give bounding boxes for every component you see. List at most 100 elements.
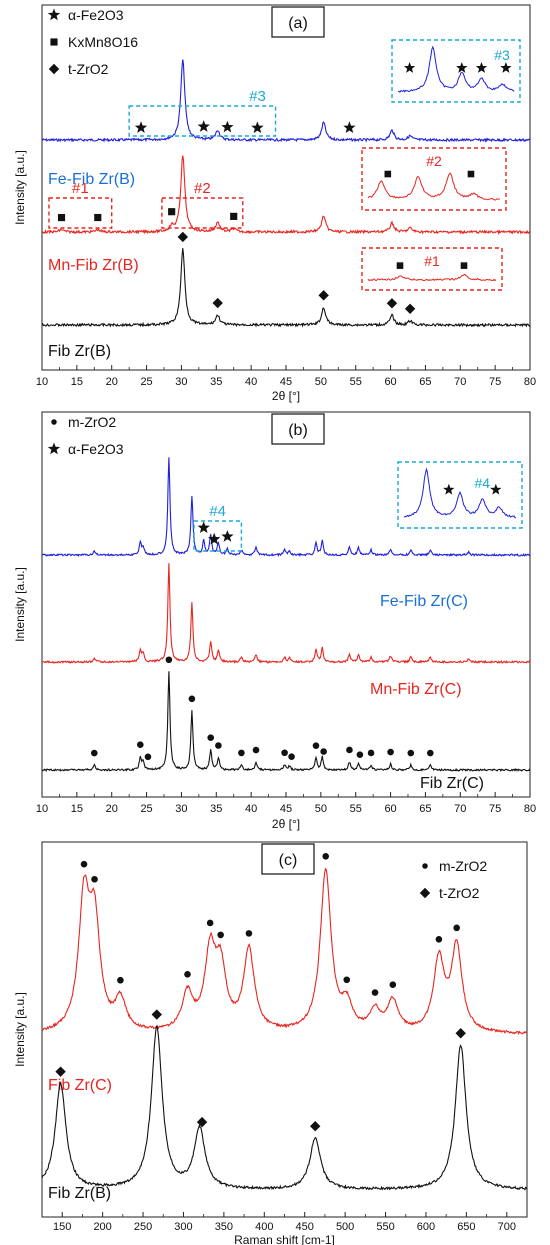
x-tick-label: 80	[524, 803, 536, 815]
circle-marker	[245, 930, 253, 937]
x-tick-label: 25	[140, 803, 152, 815]
legend-label: m-ZrO2	[439, 858, 487, 874]
circle-marker	[165, 656, 173, 664]
series-label: Mn-Fib Zr(C)	[370, 681, 462, 698]
panel-b: (b) 10 15 20 25 30 35 40 45 50 55 60 65 70 75 80 2θ [°] I…	[13, 411, 536, 831]
inset-label: #1	[424, 253, 440, 269]
diamond-marker	[196, 1116, 208, 1128]
x-axis-label: Raman shift [cm-1]	[234, 1233, 335, 1245]
star-marker	[197, 521, 210, 533]
x-tick-label: 55	[350, 803, 362, 815]
diamond-marker	[310, 1120, 321, 1132]
x-tick-label: 50	[315, 376, 327, 388]
x-tick-label: 60	[384, 376, 396, 388]
series-label: Fe-Fib Zr(C)	[380, 593, 468, 610]
inset-square-marker	[460, 262, 468, 269]
inset-frame	[361, 147, 507, 211]
x-tick-label: 600	[417, 1221, 435, 1233]
circle-marker	[453, 924, 460, 932]
x-tick-label: 10	[36, 803, 48, 815]
roi-label: #3	[249, 88, 266, 105]
inset-trace	[367, 172, 501, 201]
panel-label: (c)	[279, 852, 298, 869]
x-tick-label: 30	[175, 376, 187, 388]
circle-marker	[356, 751, 364, 759]
series-label: Fib Zr(C)	[48, 1077, 112, 1094]
series-label: Fib Zr(B)	[48, 1185, 111, 1202]
x-tick-label: 35	[210, 376, 222, 388]
y-axis-label: Intensity [a.u.]	[13, 567, 27, 642]
circle-marker	[188, 695, 196, 703]
circle-marker	[346, 746, 353, 754]
series-label: Fib Zr(C)	[420, 775, 484, 792]
x-axis-label: 2θ [°]	[272, 817, 300, 831]
legend-label: KxMn8O16	[68, 34, 138, 50]
roi-box	[128, 105, 277, 137]
x-tick-label: 150	[53, 1221, 71, 1233]
inset-star-marker	[443, 483, 455, 495]
series-label: Fe-Fib Zr(B)	[48, 171, 135, 188]
inset-star-marker	[475, 62, 488, 73]
series-line-fib-zr-c-	[41, 867, 528, 1036]
x-tick-label: 700	[498, 1221, 516, 1233]
square-marker	[168, 208, 176, 216]
series-label: Mn-Fib Zr(B)	[48, 257, 139, 274]
x-tick-label: 10	[36, 376, 48, 388]
roi-box	[193, 520, 243, 552]
circle-marker	[136, 741, 144, 748]
x-tick-label: 45	[280, 803, 292, 815]
series-line-mn-fib-zr-b-	[41, 155, 531, 236]
series-line-fib-zr-c-	[41, 671, 531, 773]
square-marker	[57, 213, 66, 222]
diamond-marker	[55, 1066, 66, 1077]
inset-label: #3	[494, 47, 510, 63]
series-label: Fib Zr(B)	[48, 343, 111, 360]
inset-star-marker	[403, 62, 416, 73]
circle-marker	[435, 935, 443, 943]
x-tick-label: 15	[71, 376, 83, 388]
inset-trace	[403, 467, 516, 519]
circle-marker	[90, 749, 98, 757]
inset-n1: #1	[361, 247, 503, 291]
circle-marker	[288, 753, 295, 761]
star-marker	[134, 121, 148, 133]
legend-label: m-ZrO2	[68, 414, 116, 430]
x-tick-label: 400	[255, 1221, 273, 1233]
legend-label: α-Fe2O3	[68, 7, 124, 23]
inset-star-marker	[456, 62, 468, 73]
diamond-marker	[151, 1009, 162, 1020]
legend-diamond-icon	[419, 887, 431, 899]
x-tick-label: 70	[454, 803, 466, 815]
star-marker	[221, 120, 234, 133]
square-marker	[94, 213, 102, 222]
legend-diamond-icon	[48, 63, 60, 75]
panel-a: (a) 10 15 20 25 30 35 40 45 50 55 60 65 70 75 80 2θ [°] I…	[13, 4, 536, 403]
circle-marker	[322, 853, 330, 860]
inset-label: #4	[475, 475, 491, 491]
inset-square-marker	[384, 170, 392, 178]
x-tick-label: 65	[419, 803, 431, 815]
inset-n3: #3	[391, 39, 521, 103]
panel-label-box	[271, 413, 325, 445]
circle-marker	[117, 976, 124, 984]
circle-marker	[80, 860, 88, 868]
x-tick-label: 40	[245, 376, 257, 388]
circle-marker	[312, 742, 320, 749]
diamond-marker	[455, 1028, 466, 1039]
circle-marker	[215, 742, 222, 749]
inset-label: #2	[426, 153, 442, 169]
inset-frame	[361, 247, 503, 291]
roi-label: #1	[72, 180, 89, 197]
legend-star-icon	[47, 442, 61, 455]
circle-marker	[184, 971, 191, 978]
roi-label: #4	[209, 503, 226, 520]
series-line-fe-fib-zr-b-	[41, 59, 531, 143]
x-tick-label: 550	[376, 1221, 394, 1233]
x-tick-label: 55	[350, 376, 362, 388]
inset-square-marker	[467, 170, 475, 178]
x-tick-label: 30	[175, 803, 187, 815]
inset-square-marker	[396, 262, 404, 269]
inset-frame	[391, 39, 521, 103]
x-tick-label: 200	[93, 1221, 111, 1233]
